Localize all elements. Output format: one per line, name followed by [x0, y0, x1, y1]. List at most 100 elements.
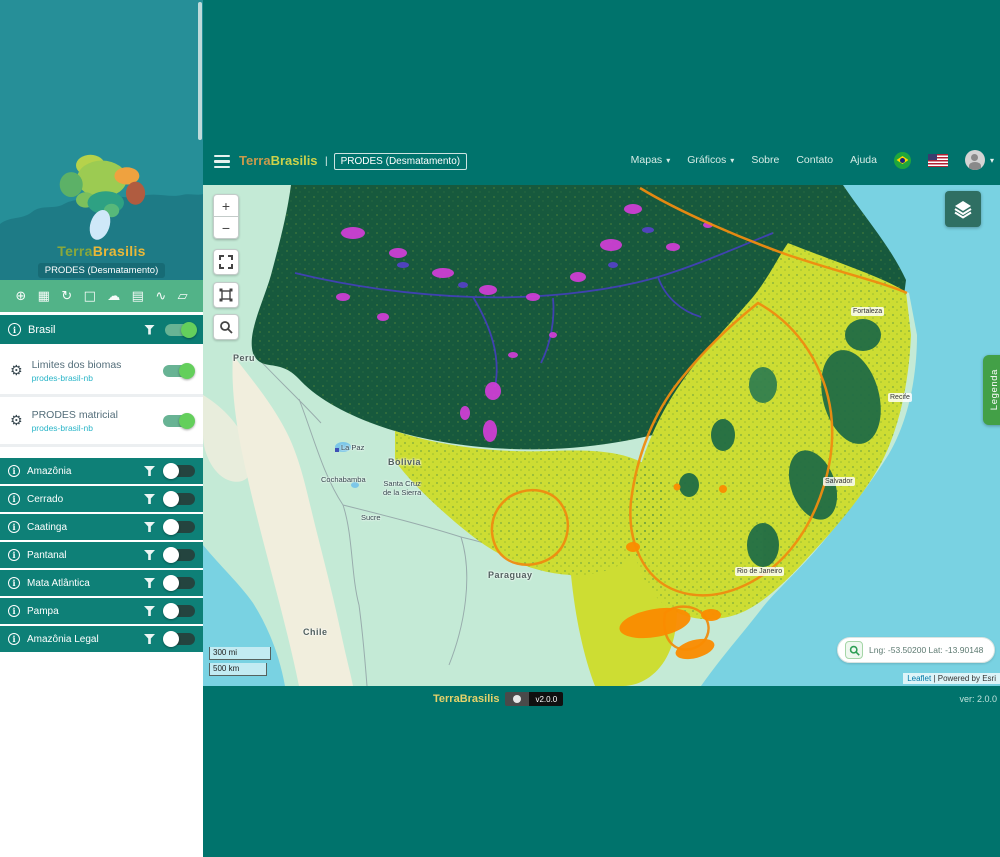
layer-row-amazonia-legal[interactable]: Amazônia Legal: [0, 626, 203, 652]
city-label-fortaleza: Fortaleza: [851, 307, 885, 316]
country-label-bolivia: Bolivia: [388, 457, 422, 467]
footer: TerraBrasilis v2.0.0: [433, 692, 564, 706]
grid-icon[interactable]: ▦: [37, 288, 50, 304]
country-label-chile: Chile: [303, 627, 328, 637]
sidebar-brand: TerraBrasilis: [0, 243, 203, 259]
zoom-in-button[interactable]: +: [213, 194, 239, 217]
top-navbar: TerraBrasilis | PRODES (Desmatamento) Ma…: [203, 140, 1000, 185]
info-icon[interactable]: [8, 605, 20, 617]
biome-label: Amazônia Legal: [27, 633, 99, 645]
map-search-button[interactable]: [213, 314, 239, 340]
brazil-flag-icon[interactable]: [893, 151, 911, 169]
filter-icon[interactable]: [144, 634, 155, 644]
history-icon[interactable]: ↻: [61, 288, 73, 304]
biome-label: Pampa: [27, 605, 59, 617]
city-label-la-paz: La Paz: [341, 443, 365, 452]
limites-toggle[interactable]: [163, 362, 195, 379]
layer-row-mata-atlantica[interactable]: Mata Atlântica: [0, 570, 203, 596]
layer-row-pampa[interactable]: Pampa: [0, 598, 203, 624]
sidebar-header: TerraBrasilis PRODES (Desmatamento): [0, 0, 203, 280]
info-icon[interactable]: [8, 577, 20, 589]
navbar-page-label: | PRODES (Desmatamento): [325, 153, 468, 170]
filter-icon[interactable]: [144, 494, 155, 504]
layer-row-caatinga[interactable]: Caatinga: [0, 514, 203, 540]
info-icon[interactable]: [8, 549, 20, 561]
biome-label: Cerrado: [27, 493, 64, 505]
filter-icon[interactable]: [144, 578, 155, 588]
prodes-matricial-toggle[interactable]: [163, 412, 195, 429]
map-raster: [203, 185, 1000, 686]
filter-icon[interactable]: [144, 522, 155, 532]
github-badge[interactable]: v2.0.0: [505, 692, 564, 706]
filter-icon[interactable]: [144, 466, 155, 476]
extent-icon: [219, 288, 233, 302]
brasil-toggle[interactable]: [165, 321, 197, 338]
layer-card-link[interactable]: prodes-brasil-nb: [31, 422, 93, 433]
city-label-cochabamba: Cochabamba: [321, 475, 366, 484]
menu-mapas[interactable]: Mapas: [631, 154, 671, 166]
filter-icon[interactable]: [144, 550, 155, 560]
layer-group-brasil[interactable]: Brasil: [0, 315, 203, 344]
us-flag-icon[interactable]: [927, 153, 948, 167]
page-title: PRODES (Desmatamento): [333, 153, 468, 170]
fullscreen-icon: [219, 255, 233, 269]
layer-card-limites[interactable]: ⚙ Limites dos biomas prodes-brasil-nb: [0, 347, 203, 397]
layer-card-link[interactable]: prodes-brasil-nb: [31, 372, 93, 383]
amazonia-toggle[interactable]: [163, 463, 195, 479]
info-icon[interactable]: [8, 633, 20, 645]
pampa-toggle[interactable]: [163, 603, 195, 619]
coordinates-tool-icon[interactable]: [845, 641, 863, 659]
cerrado-toggle[interactable]: [163, 491, 195, 507]
brand-brasilis: Brasilis: [92, 243, 146, 259]
caatinga-toggle[interactable]: [163, 519, 195, 535]
filter-icon[interactable]: [144, 324, 155, 335]
navbar-brand[interactable]: TerraBrasilis: [239, 153, 318, 168]
amazonia-legal-toggle[interactable]: [163, 631, 195, 647]
map-canvas[interactable]: Peru Bolivia Paraguay Chile La Paz Cocha…: [203, 185, 1000, 686]
measure-line-icon[interactable]: ∿: [155, 288, 167, 304]
city-label-recife: Recife: [888, 393, 912, 402]
layer-row-pantanal[interactable]: Pantanal: [0, 542, 203, 568]
leaflet-link[interactable]: Leaflet: [907, 674, 932, 683]
coordinates-value: Lng: -53.50200 Lat: -13.90148: [869, 645, 984, 655]
layer-row-amazonia[interactable]: Amazônia: [0, 458, 203, 484]
fullscreen-button[interactable]: [213, 249, 239, 275]
biome-list: Amazônia Cerrado Caatinga Pantanal: [0, 458, 203, 654]
layer-card-prodes-matricial[interactable]: ⚙ PRODES matricial prodes-brasil-nb: [0, 397, 203, 447]
layer-row-cerrado[interactable]: Cerrado: [0, 486, 203, 512]
sidebar-scrollbar[interactable]: [198, 2, 202, 140]
gear-icon[interactable]: ⚙: [10, 412, 23, 429]
layers-icon: [954, 201, 972, 219]
info-icon[interactable]: [8, 521, 20, 533]
country-label-paraguay: Paraguay: [488, 570, 533, 580]
zoom-out-button[interactable]: −: [213, 216, 239, 239]
pan-icon[interactable]: ⊕: [15, 288, 27, 304]
cloud-download-icon[interactable]: ☁: [107, 288, 121, 304]
info-icon[interactable]: [8, 465, 20, 477]
map-attribution: Leaflet | Powered by Esri: [903, 673, 1000, 684]
biome-label: Mata Atlântica: [27, 577, 90, 589]
filter-icon[interactable]: [144, 606, 155, 616]
pantanal-toggle[interactable]: [163, 547, 195, 563]
select-area-icon[interactable]: □: [83, 288, 96, 304]
mata-atlantica-toggle[interactable]: [163, 575, 195, 591]
menu-graficos[interactable]: Gráficos: [687, 154, 734, 166]
subtitle-chip: PRODES (Desmatamento): [37, 263, 166, 278]
menu-ajuda[interactable]: Ajuda: [850, 154, 877, 166]
sidebar: TerraBrasilis PRODES (Desmatamento) ⊕ ▦ …: [0, 0, 203, 857]
info-icon[interactable]: [8, 323, 21, 336]
navbar-menu: Mapas Gráficos Sobre Contato Ajuda ▾: [631, 150, 994, 170]
menu-contato[interactable]: Contato: [796, 154, 834, 166]
gear-icon[interactable]: ⚙: [10, 362, 23, 379]
extent-button[interactable]: [213, 282, 239, 308]
basemap-layers-button[interactable]: [945, 191, 981, 227]
measure-area-icon[interactable]: ▱: [177, 288, 188, 304]
user-avatar[interactable]: [964, 150, 985, 170]
report-icon[interactable]: ▤: [131, 288, 144, 304]
info-icon[interactable]: [8, 493, 20, 505]
menu-sobre[interactable]: Sobre: [751, 154, 780, 166]
caret-down-icon[interactable]: ▾: [989, 155, 994, 165]
legend-tab[interactable]: Legenda: [983, 355, 1000, 425]
menu-hamburger-icon[interactable]: [214, 155, 230, 168]
